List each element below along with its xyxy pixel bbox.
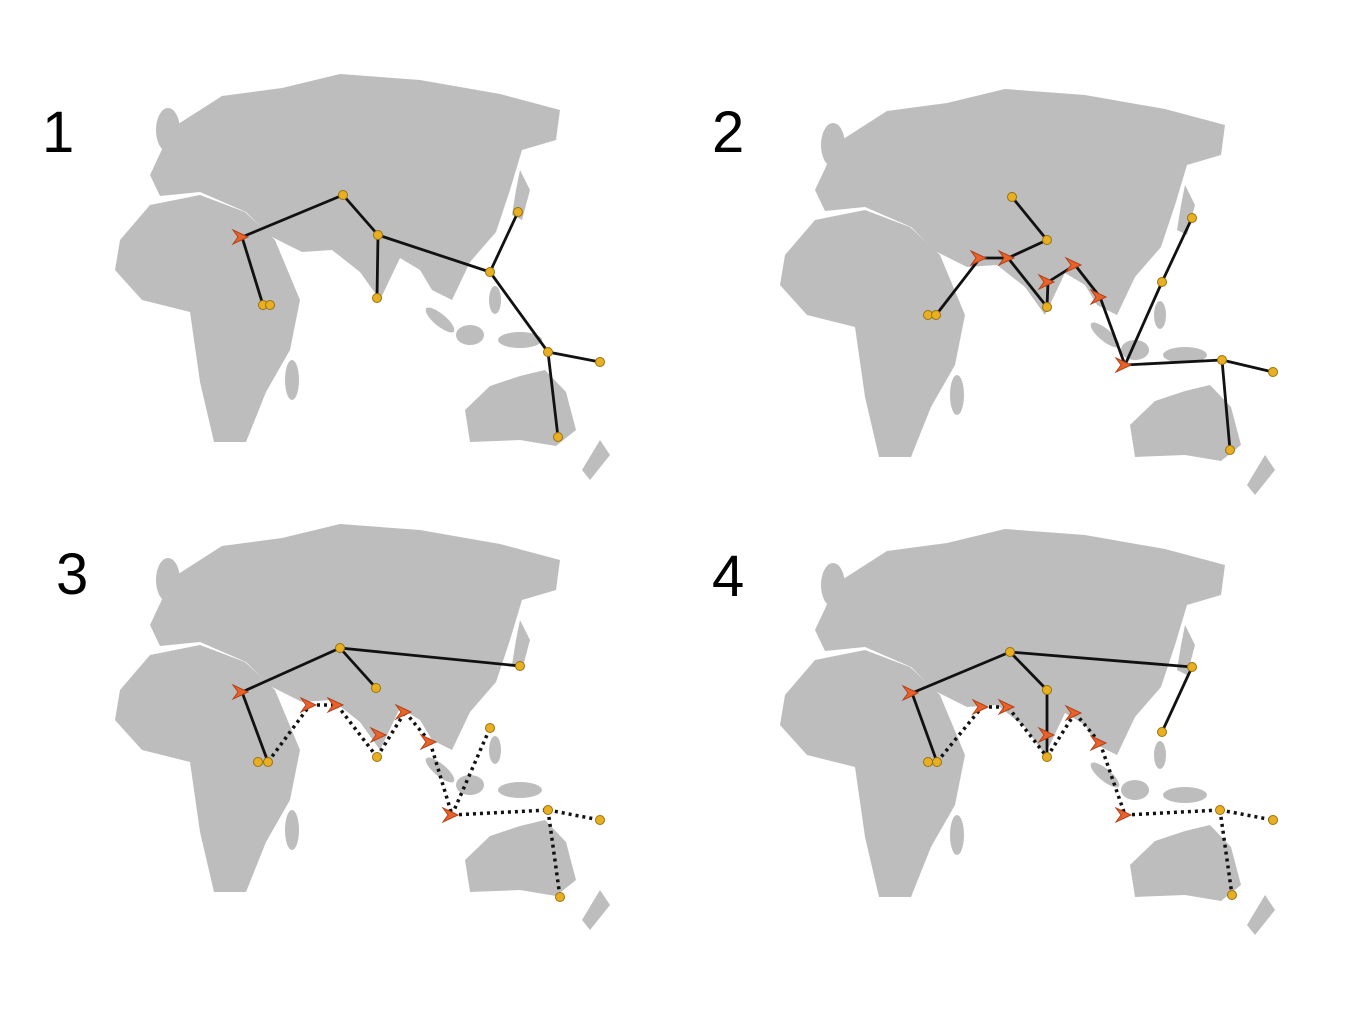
sample-node (373, 230, 383, 240)
dotted-route (1124, 808, 1221, 817)
sample-node (513, 207, 523, 217)
sample-node (1042, 302, 1052, 312)
sample-node (1005, 647, 1015, 657)
sample-node (553, 432, 563, 442)
route (241, 646, 341, 694)
dotted-route (935, 705, 984, 764)
route (240, 691, 270, 763)
sample-node (555, 892, 565, 902)
sample-node (338, 190, 348, 200)
route (546, 351, 560, 438)
route (240, 236, 265, 306)
route (1098, 296, 1127, 366)
route (341, 194, 380, 236)
sample-node (1227, 890, 1237, 900)
sample-node (372, 293, 382, 303)
dotted-route (451, 808, 549, 817)
route (911, 650, 1011, 695)
sample-node (371, 683, 381, 693)
panel-label: 3 (56, 542, 88, 607)
world-map (115, 524, 610, 930)
sample-node (543, 805, 553, 815)
sample-node (1042, 685, 1052, 695)
route (241, 193, 344, 239)
route (1221, 358, 1274, 374)
sample-node (1157, 727, 1167, 737)
sample-node (253, 757, 263, 767)
route (934, 257, 982, 316)
dotted-route (428, 741, 454, 816)
sample-node (1217, 355, 1227, 365)
sample-node (515, 661, 525, 671)
route (338, 647, 378, 689)
sample-node (932, 757, 942, 767)
sample-node (595, 815, 605, 825)
dotted-route (375, 711, 407, 758)
route (547, 350, 601, 364)
routes (232, 190, 1278, 902)
world-map (780, 89, 1275, 495)
dotted-route (1218, 809, 1234, 896)
sample-node (372, 752, 382, 762)
sample-node (1007, 192, 1017, 202)
dotted-route (1219, 808, 1274, 822)
sample-node (1268, 367, 1278, 377)
sample-node (485, 723, 495, 733)
route (1009, 650, 1193, 669)
sample-node (1215, 805, 1225, 815)
dotted-route (547, 808, 601, 822)
route (1008, 651, 1049, 691)
dotted-route (1098, 742, 1127, 816)
sample-node (485, 267, 495, 277)
route (488, 211, 520, 273)
sample-node (1268, 815, 1278, 825)
sample-node (595, 357, 605, 367)
sample-node (1042, 752, 1052, 762)
route (1124, 358, 1223, 367)
panel-label: 1 (42, 100, 74, 165)
sample-node (1225, 445, 1235, 455)
route (339, 646, 521, 668)
sample-node (1157, 277, 1167, 287)
route (377, 233, 491, 274)
route (1123, 281, 1164, 366)
route (1073, 264, 1102, 298)
route (1220, 359, 1232, 451)
sample-node (1042, 235, 1052, 245)
sample-node (1187, 662, 1197, 672)
route (375, 234, 380, 299)
route (1160, 666, 1194, 733)
route (488, 271, 550, 353)
route (1010, 196, 1049, 241)
maps (115, 74, 1275, 935)
sample-node (263, 757, 273, 767)
sample-node (1187, 213, 1197, 223)
sample-node (923, 757, 933, 767)
route (910, 692, 939, 763)
dotted-route (266, 703, 312, 764)
route (1006, 257, 1049, 308)
world-map (115, 74, 610, 480)
sample-node (265, 300, 275, 310)
dotted-route (450, 727, 492, 816)
dotted-route (546, 809, 562, 898)
panel-label: 4 (712, 544, 744, 609)
panel-label: 2 (712, 100, 744, 165)
route (1160, 217, 1194, 283)
sample-node (335, 643, 345, 653)
sample-node (931, 310, 941, 320)
dotted-route (1045, 712, 1077, 758)
sample-node (543, 347, 553, 357)
world-map (780, 529, 1275, 935)
route (1007, 238, 1048, 260)
